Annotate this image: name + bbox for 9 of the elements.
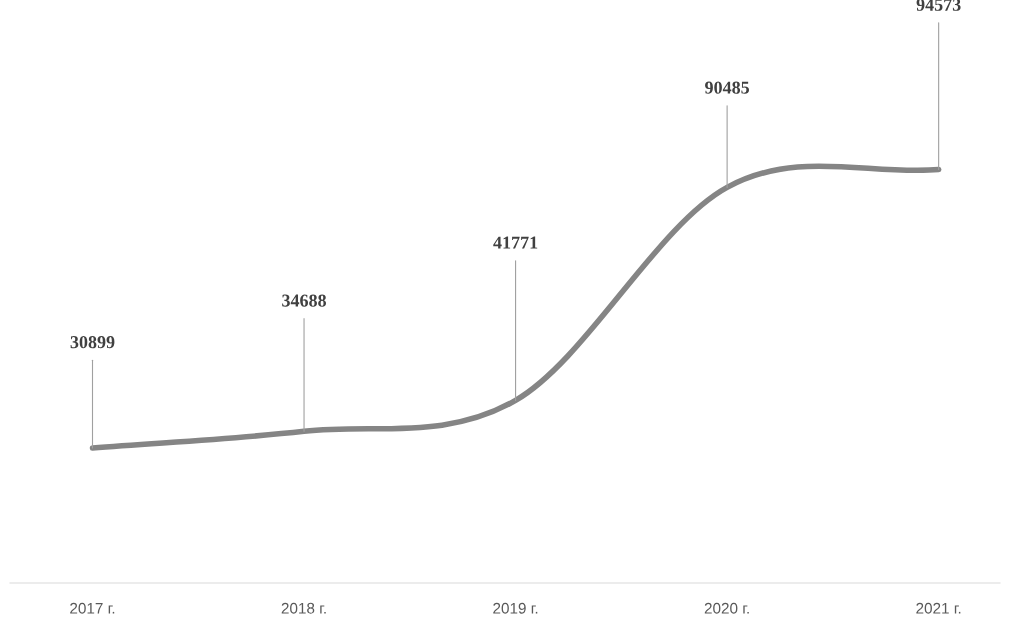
x-tick-label: 2021 г. — [916, 602, 961, 614]
x-tick-label: 2017 г. — [70, 602, 115, 614]
data-label: 30899 — [70, 336, 115, 349]
data-label: 41771 — [493, 236, 538, 249]
data-label: 34688 — [282, 294, 327, 307]
data-label: 90485 — [705, 81, 750, 94]
x-tick-label: 2018 г. — [281, 602, 326, 614]
x-tick-label: 2020 г. — [704, 602, 749, 614]
x-tick-label: 2019 г. — [493, 602, 538, 614]
